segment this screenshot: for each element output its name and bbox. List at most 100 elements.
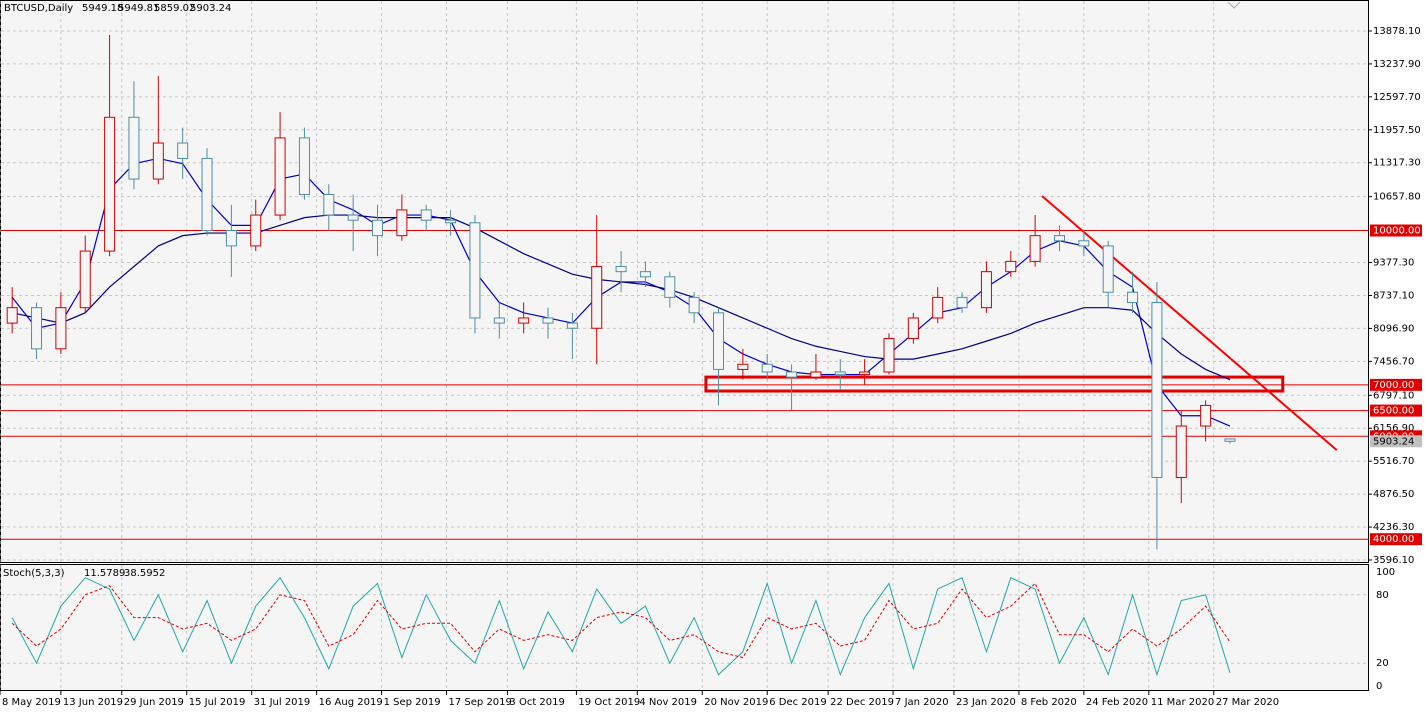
candle-body xyxy=(298,137,310,195)
x-tick-label: 15 Jul 2019 xyxy=(189,697,246,708)
candle-body xyxy=(810,371,822,378)
candle-body xyxy=(713,312,725,370)
x-tick-label: 6 Dec 2019 xyxy=(769,697,827,708)
level-label: 10000.00 xyxy=(1373,226,1421,237)
shift-marker xyxy=(1227,1,1241,9)
x-tick-label: 13 Jun 2019 xyxy=(63,697,123,708)
candle-body xyxy=(786,371,798,378)
bar-low: 5859.02 xyxy=(154,3,195,14)
x-tick-label: 19 Oct 2019 xyxy=(578,697,640,708)
y-tick-label: 4876.50 xyxy=(1373,489,1414,500)
y-tick-label: 20 xyxy=(1376,658,1389,669)
level-tag xyxy=(1370,404,1422,417)
x-tick-label: 7 Jan 2020 xyxy=(895,697,949,708)
candle-body xyxy=(420,209,432,221)
candle-body xyxy=(1200,404,1212,427)
x-tick-label: 20 Nov 2019 xyxy=(704,697,768,708)
candle-body xyxy=(104,116,116,252)
candle-body xyxy=(956,296,968,309)
candle-body xyxy=(1175,425,1187,478)
bar-open: 5949.18 xyxy=(82,3,123,14)
candle-body xyxy=(323,193,335,216)
x-tick-label: 16 Aug 2019 xyxy=(319,697,383,708)
candle-body xyxy=(639,271,651,278)
stoch-title: Stoch(5,3,3) xyxy=(3,568,65,579)
candle-body xyxy=(834,371,846,376)
candle-body xyxy=(250,214,262,247)
candle-body xyxy=(1151,302,1163,478)
x-tick-label: 4 Nov 2019 xyxy=(639,697,697,708)
main-panel xyxy=(0,0,1369,563)
candle-body xyxy=(907,317,919,340)
y-tick-label: 5516.70 xyxy=(1373,456,1414,467)
candle-body xyxy=(1102,245,1114,293)
stoch-line xyxy=(11,576,1231,677)
y-tick-label: 100 xyxy=(1376,567,1395,578)
chart-title: BTCUSD,Daily xyxy=(4,3,73,14)
level-tag xyxy=(1370,378,1422,391)
bar-close: 5903.24 xyxy=(190,3,231,14)
candle-body xyxy=(225,230,237,247)
candle-body xyxy=(883,338,895,373)
candle-body xyxy=(518,317,530,324)
candle-body xyxy=(566,322,578,329)
level-label: 4000.00 xyxy=(1373,534,1414,545)
stoch-line xyxy=(11,582,1231,659)
candle-body xyxy=(688,296,700,314)
y-tick-label: 11317.30 xyxy=(1373,158,1421,169)
candle-body xyxy=(152,142,164,180)
y-tick-label: 6797.10 xyxy=(1373,390,1414,401)
candle-body xyxy=(1029,235,1041,262)
y-tick-label: 6156.90 xyxy=(1373,423,1414,434)
candle-body xyxy=(737,363,749,370)
candle-body xyxy=(469,222,481,319)
x-tick-label: 22 Dec 2019 xyxy=(830,697,894,708)
candle-body xyxy=(79,250,91,309)
stoch-panel xyxy=(0,564,1369,691)
candle-body xyxy=(128,116,140,180)
candle-body xyxy=(1053,235,1065,242)
x-tick-label: 31 Jul 2019 xyxy=(254,697,311,708)
price-label: 5903.24 xyxy=(1373,436,1414,447)
y-tick-label: 13878.10 xyxy=(1373,26,1421,37)
y-tick-label: 9377.30 xyxy=(1373,258,1414,269)
candle-body xyxy=(6,307,18,324)
candle-body xyxy=(177,142,189,159)
x-tick-label: 29 Jun 2019 xyxy=(124,697,184,708)
x-tick-label: 23 Jan 2020 xyxy=(956,697,1016,708)
candle-body xyxy=(372,219,384,237)
bar-high: 5949.81 xyxy=(118,3,159,14)
level-label: 6500.00 xyxy=(1373,406,1414,417)
y-tick-label: 8096.90 xyxy=(1373,323,1414,334)
candle-body xyxy=(859,371,871,376)
x-tick-label: 17 Sep 2019 xyxy=(449,697,512,708)
candle-body xyxy=(31,307,43,350)
level-label: 7000.00 xyxy=(1373,380,1414,391)
candle-body xyxy=(55,307,67,350)
x-tick-label: 1 Sep 2019 xyxy=(384,697,441,708)
x-tick-label: 8 Feb 2020 xyxy=(1021,697,1077,708)
candle-body xyxy=(980,271,992,309)
candle-body xyxy=(664,276,676,298)
candle-body xyxy=(761,363,773,373)
candle-body xyxy=(445,219,457,224)
candle-body xyxy=(591,266,603,329)
y-tick-label: 80 xyxy=(1376,590,1389,601)
candle-body xyxy=(1127,291,1139,304)
zone-rectangle xyxy=(704,375,1285,393)
candle-body xyxy=(201,157,213,232)
x-tick-label: 8 May 2019 xyxy=(2,697,61,708)
level-tag xyxy=(1370,533,1422,546)
candle-body xyxy=(932,296,944,319)
candle-body xyxy=(1005,260,1017,273)
stoch-main-reading: 11.5789 xyxy=(84,568,125,579)
x-tick-label: 27 Mar 2020 xyxy=(1216,697,1279,708)
candle-body xyxy=(1224,438,1236,442)
y-tick-label: 10657.80 xyxy=(1373,192,1421,203)
y-tick-label: 11957.50 xyxy=(1373,125,1421,136)
price-tag xyxy=(1370,435,1422,448)
y-tick-label: 13237.90 xyxy=(1373,59,1421,70)
candle-body xyxy=(1078,240,1090,247)
